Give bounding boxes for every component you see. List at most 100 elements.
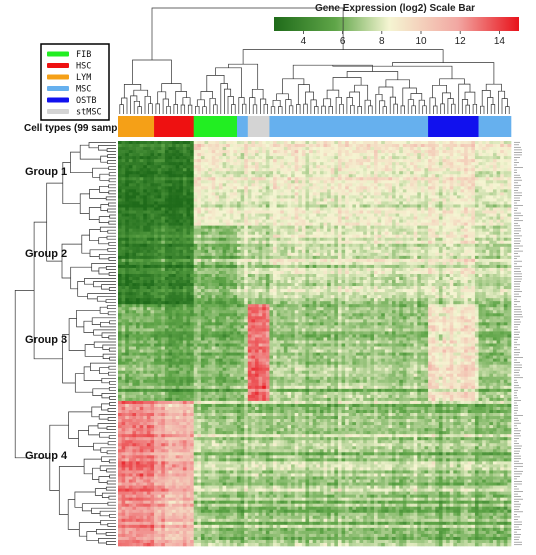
- heatmap-cell: [489, 159, 493, 162]
- heatmap-cell: [140, 162, 144, 165]
- heatmap-cell: [143, 220, 147, 223]
- heatmap-cell: [367, 235, 371, 238]
- heatmap-cell: [280, 265, 284, 268]
- dendrogram-branch: [110, 475, 116, 478]
- heatmap-cell: [396, 201, 400, 204]
- heatmap-cell: [147, 186, 151, 189]
- heatmap-cell: [150, 159, 154, 162]
- heatmap-cell: [417, 201, 421, 204]
- heatmap-cell: [320, 223, 324, 226]
- heatmap-cell: [298, 265, 302, 268]
- heatmap-cell: [493, 147, 497, 150]
- dendrogram-branch: [390, 97, 395, 112]
- heatmap-cell: [471, 204, 475, 207]
- heatmap-cell: [161, 229, 165, 232]
- heatmap-cell: [161, 183, 165, 186]
- heatmap-cell: [338, 265, 342, 268]
- heatmap-cell: [291, 162, 295, 165]
- heatmap-cell: [248, 220, 252, 223]
- heatmap-cell: [479, 250, 483, 253]
- heatmap-cell: [179, 265, 183, 268]
- heatmap-cell: [471, 144, 475, 147]
- heatmap-cell: [374, 171, 378, 174]
- heatmap-cell: [360, 229, 364, 232]
- heatmap-cell: [165, 241, 169, 244]
- heatmap-cell: [309, 265, 313, 268]
- heatmap-cell: [432, 177, 436, 180]
- heatmap-cell: [471, 238, 475, 241]
- heatmap-cell: [367, 171, 371, 174]
- heatmap-cell: [295, 180, 299, 183]
- heatmap-cell: [287, 262, 291, 265]
- heatmap-cell: [327, 150, 331, 153]
- heatmap-cell: [471, 217, 475, 220]
- heatmap-cell: [248, 144, 252, 147]
- dendrogram-branch: [110, 402, 116, 405]
- heatmap-cell: [237, 204, 241, 207]
- heatmap-cell: [464, 204, 468, 207]
- heatmap-cell: [244, 207, 248, 210]
- heatmap-cell: [349, 171, 353, 174]
- heatmap-cell: [417, 165, 421, 168]
- heatmap-cell: [269, 244, 273, 247]
- heatmap-cell: [237, 259, 241, 262]
- heatmap-cell: [324, 198, 328, 201]
- heatmap-cell: [360, 192, 364, 195]
- heatmap-cell: [298, 141, 302, 144]
- heatmap-cell: [471, 235, 475, 238]
- heatmap-cell: [147, 262, 151, 265]
- heatmap-cell: [280, 247, 284, 250]
- heatmap-cell: [248, 162, 252, 165]
- heatmap-cell: [342, 207, 346, 210]
- heatmap-cell: [262, 235, 266, 238]
- heatmap-cell: [125, 259, 129, 262]
- heatmap-cell: [457, 265, 461, 268]
- heatmap-cell: [320, 144, 324, 147]
- heatmap-cell: [489, 177, 493, 180]
- heatmap-cell: [363, 259, 367, 262]
- heatmap-cell: [324, 162, 328, 165]
- heatmap-cell: [320, 217, 324, 220]
- heatmap-cell: [446, 189, 450, 192]
- heatmap-cell: [212, 262, 216, 265]
- heatmap-cell: [237, 156, 241, 159]
- heatmap-cell: [212, 165, 216, 168]
- heatmap-cell: [295, 141, 299, 144]
- heatmap-cell: [215, 244, 219, 247]
- heatmap-cell: [122, 141, 126, 144]
- heatmap-cell: [237, 174, 241, 177]
- heatmap-cell: [150, 144, 154, 147]
- heatmap-cell: [374, 204, 378, 207]
- heatmap-cell: [118, 180, 122, 183]
- heatmap-cell: [309, 214, 313, 217]
- heatmap-cell: [251, 207, 255, 210]
- heatmap-cell: [197, 214, 201, 217]
- dendrogram-branch: [99, 433, 116, 438]
- heatmap-cell: [417, 253, 421, 256]
- heatmap-cell: [316, 147, 320, 150]
- heatmap-cell: [352, 232, 356, 235]
- dendrogram-branch: [239, 98, 244, 113]
- heatmap-cell: [172, 195, 176, 198]
- heatmap-cell: [406, 244, 410, 247]
- heatmap-cell: [486, 259, 490, 262]
- heatmap-cell: [489, 241, 493, 244]
- heatmap-cell: [255, 256, 259, 259]
- heatmap-cell: [201, 144, 205, 147]
- heatmap-cell: [378, 214, 382, 217]
- heatmap-cell: [331, 217, 335, 220]
- heatmap-cell: [183, 217, 187, 220]
- heatmap-cell: [122, 150, 126, 153]
- heatmap-cell: [446, 165, 450, 168]
- heatmap-cell: [471, 207, 475, 210]
- heatmap-cell: [298, 232, 302, 235]
- heatmap-cell: [345, 223, 349, 226]
- heatmap-cell: [410, 150, 414, 153]
- heatmap-cell: [410, 226, 414, 229]
- heatmap-cell: [147, 174, 151, 177]
- heatmap-cell: [205, 250, 209, 253]
- heatmap-cell: [313, 262, 317, 265]
- heatmap-cell: [497, 192, 501, 195]
- heatmap-cell: [212, 162, 216, 165]
- heatmap-cell: [132, 159, 136, 162]
